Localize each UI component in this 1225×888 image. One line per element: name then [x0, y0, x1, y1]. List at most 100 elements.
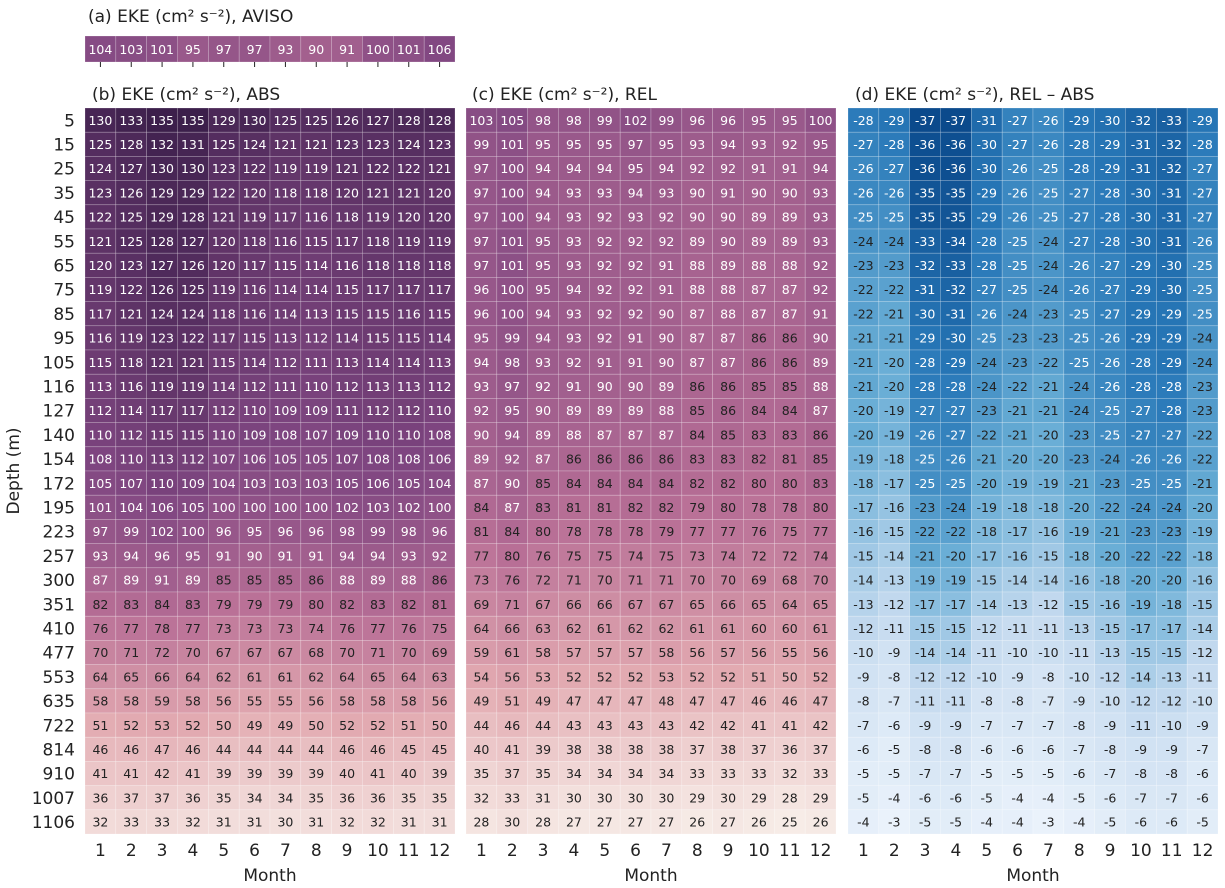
cell-label: -14 — [946, 645, 966, 660]
cell-label: 110 — [366, 427, 390, 442]
cell-label: 94 — [535, 306, 551, 321]
cell-label: 117 — [397, 282, 421, 297]
cell-label: 93 — [628, 210, 644, 225]
heatmap-cell — [84, 35, 117, 63]
cell-label: -27 — [884, 161, 904, 176]
heatmap-cell — [909, 785, 941, 811]
heatmap-cell — [115, 131, 147, 157]
cell-label: -28 — [915, 379, 935, 394]
x-tick-label: 3 — [920, 841, 931, 861]
cell-label: 74 — [720, 548, 736, 563]
y-tick-label: 15 — [53, 136, 75, 156]
heatmap-cell — [1001, 615, 1034, 641]
cell-label: 118 — [366, 234, 390, 249]
heatmap-cell — [423, 567, 456, 593]
y-tick-label: 1106 — [32, 813, 75, 833]
cell-label: 128 — [119, 137, 143, 152]
heatmap-cell — [681, 204, 713, 230]
cell-label: 33 — [720, 766, 736, 781]
heatmap-cell — [681, 228, 713, 254]
cell-label: 80 — [504, 548, 520, 563]
heatmap-cell — [527, 446, 559, 472]
cell-label: 115 — [428, 306, 452, 321]
heatmap-cell — [847, 156, 880, 181]
heatmap-cell — [238, 567, 271, 593]
cell-label: 121 — [366, 185, 390, 200]
cell-label: -27 — [1162, 427, 1182, 442]
heatmap-cell — [1032, 736, 1065, 762]
cell-label: 121 — [304, 137, 328, 152]
heatmap-cell — [804, 761, 837, 786]
cell-label: 58 — [658, 645, 674, 660]
cell-label: 113 — [304, 306, 328, 321]
cell-label: 103 — [366, 500, 390, 515]
cell-label: 70 — [401, 645, 417, 660]
cell-label: 105 — [335, 476, 359, 491]
cell-label: 35 — [308, 790, 324, 805]
cell-label: -26 — [915, 427, 935, 442]
heatmap-cell — [300, 809, 332, 835]
heatmap-cell — [1186, 785, 1219, 811]
cell-label: 116 — [304, 210, 328, 225]
heatmap-cell — [558, 785, 590, 811]
heatmap-cell — [465, 567, 498, 593]
x-tick-label: 1 — [95, 841, 106, 861]
cell-label: -37 — [946, 113, 966, 128]
heatmap-cell — [878, 301, 910, 327]
x-tick-label: 6 — [630, 841, 641, 861]
cell-label: 119 — [304, 161, 328, 176]
cell-label: -22 — [1007, 379, 1027, 394]
cell-label: 130 — [181, 161, 205, 176]
heatmap-cell — [619, 664, 652, 690]
cell-label: 101 — [150, 42, 174, 57]
cell-label: -19 — [1038, 476, 1058, 491]
heatmap-cell — [650, 736, 683, 762]
cell-label: 42 — [720, 718, 736, 733]
cell-label: 71 — [504, 597, 520, 612]
cell-label: 91 — [751, 161, 767, 176]
heatmap-cell — [1156, 615, 1188, 641]
cell-label: -26 — [853, 161, 873, 176]
heatmap-cell — [423, 446, 456, 472]
cell-label: 123 — [428, 137, 452, 152]
heatmap-cell — [177, 422, 209, 448]
cell-label: 52 — [566, 669, 582, 684]
cell-label: 91 — [658, 282, 674, 297]
cell-label: 78 — [566, 524, 582, 539]
cell-label: 95 — [185, 548, 201, 563]
cell-label: 90 — [247, 548, 263, 563]
cell-label: 89 — [813, 355, 829, 370]
x-tick-label: 10 — [367, 841, 389, 861]
heatmap-cell — [527, 809, 559, 835]
heatmap-cell — [238, 712, 271, 738]
cell-label: 127 — [150, 258, 174, 273]
heatmap-cell — [1156, 494, 1188, 520]
cell-label: 92 — [504, 452, 520, 467]
cell-label: 71 — [658, 573, 674, 588]
cell-label: 106 — [428, 452, 452, 467]
heatmap-cell — [423, 35, 456, 63]
x-tick-label: 11 — [779, 841, 801, 861]
cell-label: 60 — [751, 621, 767, 636]
heatmap-cell — [1156, 519, 1188, 544]
heatmap-cell — [269, 712, 302, 738]
cell-label: 73 — [216, 621, 232, 636]
cell-label: 112 — [243, 379, 267, 394]
cell-label: -30 — [1131, 234, 1151, 249]
heatmap-cell — [971, 422, 1003, 448]
cell-label: 88 — [720, 306, 736, 321]
heatmap-cell — [1125, 325, 1157, 351]
panel-title: (c) EKE (cm² s⁻²), REL — [472, 85, 657, 105]
cell-label: 100 — [500, 161, 524, 176]
cell-label: -8 — [1135, 766, 1148, 781]
heatmap-cell — [465, 277, 498, 302]
cell-label: -6 — [1196, 766, 1209, 781]
heatmap-cell — [208, 107, 240, 133]
cell-label: 77 — [720, 524, 736, 539]
cell-label: -24 — [946, 500, 966, 515]
heatmap-cell — [878, 446, 910, 472]
cell-label: 100 — [809, 113, 833, 128]
cell-label: 93 — [535, 355, 551, 370]
y-tick-label: 351 — [43, 595, 75, 615]
cell-label: -3 — [1042, 815, 1054, 830]
